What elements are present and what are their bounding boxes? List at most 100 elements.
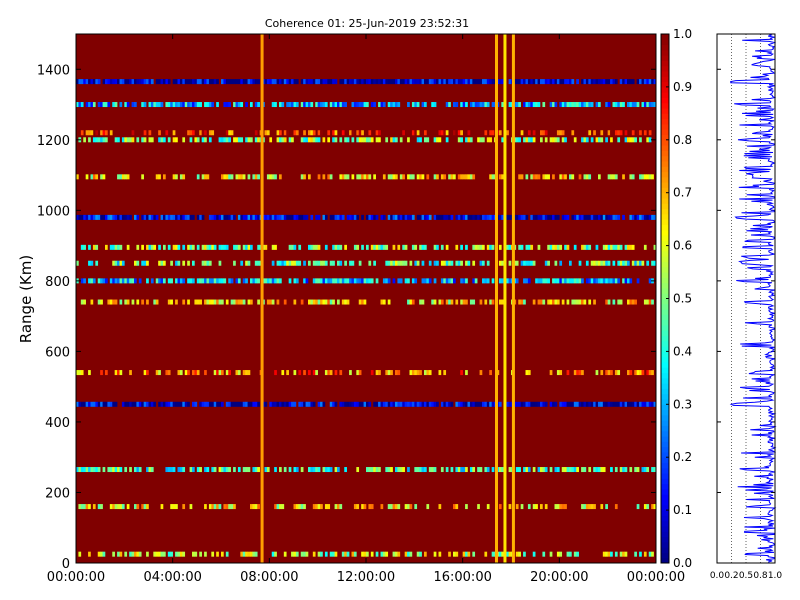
band-cell [199,551,202,557]
band-cell [279,79,282,85]
band-cell [126,102,130,108]
band-cell [602,551,606,557]
band-cell [370,79,374,85]
band-cell [257,174,260,180]
band-cell [370,102,374,108]
colorbar-segment [661,340,669,347]
band-cell [295,79,299,85]
band-cell [465,260,468,266]
time-stripe [511,34,515,563]
band-cell [329,278,333,284]
band-cell [199,130,202,136]
band-cell [172,244,176,250]
band-cell [250,79,253,85]
colorbar-segment [661,451,669,458]
band-cell [585,130,589,136]
band-cell [540,214,543,220]
band-cell [542,174,546,180]
band-cell [351,174,355,180]
band-cell [117,551,120,557]
band-cell [271,214,275,220]
band-cell [317,299,321,305]
band-cell [317,278,321,284]
band-cell [85,467,89,473]
colorbar-segment [661,129,669,136]
band-cell [300,102,304,108]
colorbar-segment [661,76,669,83]
band-cell [90,467,94,473]
band-cell [167,401,171,407]
band-cell [564,467,567,473]
band-cell [544,260,548,266]
colorbar-segment [661,102,669,109]
band-cell [334,137,338,143]
band-cell [610,137,613,143]
band-cell [619,79,623,85]
band-cell [559,102,563,108]
band-cell [648,102,652,108]
band-cell [593,214,596,220]
band-cell [295,214,299,220]
band-cell [329,299,333,305]
band-cell [646,370,650,376]
band-cell [218,467,222,473]
band-cell [527,370,531,376]
band-cell [182,79,186,85]
band-cell [518,244,521,250]
band-cell [593,278,596,284]
band-cell [653,504,657,510]
band-cell [498,130,502,136]
band-cell [146,551,149,557]
band-cell [206,102,210,108]
band-cell [624,467,628,473]
band-cell [124,278,128,284]
band-cell [532,174,536,180]
band-cell [141,79,144,85]
band-cell [554,102,558,108]
band-cell [370,214,374,220]
band-cell [153,551,157,557]
band-cell [443,278,447,284]
band-cell [221,137,224,143]
band-cell [257,299,260,305]
band-cell [283,467,287,473]
band-cell [95,174,99,180]
band-cell [455,214,459,220]
band-cell [283,260,287,266]
band-cell [590,504,594,510]
band-cell [317,130,321,136]
band-cell [622,551,625,557]
band-cell [518,551,521,557]
band-cell [271,278,275,284]
band-cell [465,278,468,284]
band-cell [322,260,326,266]
band-cell [247,299,251,305]
band-cell [102,130,106,136]
band-cell [629,137,633,143]
band-cell [172,102,176,108]
band-cell [141,260,144,266]
colorbar-segment [661,155,669,162]
band-cell [136,299,140,305]
band-cell [155,278,159,284]
band-cell [544,278,548,284]
band-cell [213,214,217,220]
band-cell [634,401,637,407]
band-cell [431,299,434,305]
band-cell [332,214,335,220]
band-cell [501,174,505,180]
band-cell [264,401,268,407]
band-cell [363,299,367,305]
band-cell [153,102,157,108]
range-band [76,278,654,284]
band-cell [107,214,111,220]
band-cell [242,79,246,85]
band-cell [639,551,642,557]
range-band [76,260,657,266]
band-cell [518,401,521,407]
band-cell [576,214,579,220]
band-cell [424,79,427,85]
band-cell [431,79,434,85]
band-cell [629,299,633,305]
band-cell [308,467,311,473]
